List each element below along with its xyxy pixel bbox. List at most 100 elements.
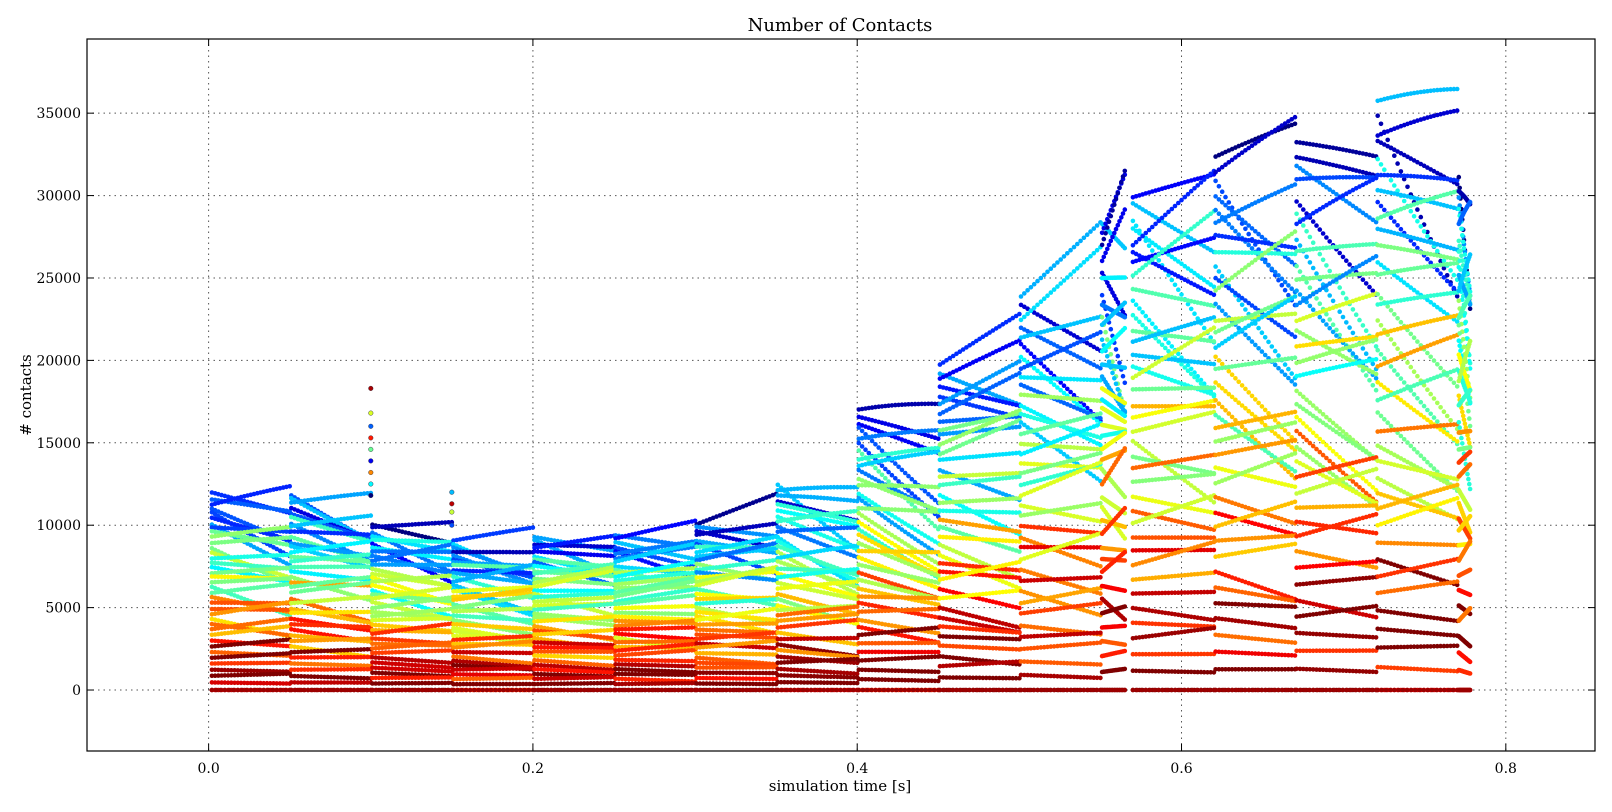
data-point [437,687,442,693]
data-point [501,687,506,693]
data-point [395,687,400,693]
data-point [364,687,369,693]
segment-5 [613,518,698,693]
data-point [476,687,481,693]
data-point [252,687,258,693]
data-point [209,687,215,693]
data-point [557,687,562,693]
data-point [278,687,284,693]
data-point [467,687,473,693]
data-point [347,687,353,693]
data-point [309,687,315,693]
data-point [565,687,571,693]
data-point [428,687,434,693]
data-point [526,687,531,693]
data-point [420,687,425,693]
data-point [382,687,388,693]
data-point [578,687,583,693]
data-point [213,687,219,693]
data-point [301,687,307,693]
data-point [569,687,575,693]
data-point [257,687,262,693]
data-point [463,687,469,693]
data-point [235,526,241,532]
data-point [403,687,409,693]
data-point [351,687,357,693]
data-point [574,687,579,693]
data-point [536,687,541,693]
data-point [386,687,392,693]
data-point [322,687,328,693]
data-point [590,687,596,693]
data-point [407,687,413,693]
data-point [603,687,608,693]
data-point [391,687,396,693]
data-point [343,687,349,693]
data-point [445,687,451,693]
data-point [505,687,511,693]
data-point [522,687,527,693]
data-point [326,687,332,693]
data-point [532,687,537,693]
data-point [226,687,232,693]
data-point [283,687,288,693]
data-point [330,687,336,693]
segment-4 [532,533,617,693]
data-point [287,484,293,489]
data-point [335,687,340,693]
data-point [540,687,546,693]
data-point [274,687,280,693]
data-point [314,687,319,693]
data-point [231,687,236,693]
data-point [451,687,456,693]
data-point [235,687,241,693]
data-point [599,687,604,693]
data-point [360,687,365,693]
data-point [289,687,294,693]
grid-lines [87,39,1595,751]
data-point [586,687,592,693]
data-point [513,687,519,693]
data-point [368,513,374,518]
data-point [222,687,228,693]
data-point [472,687,477,693]
data-point [225,526,231,531]
data-point [582,687,587,693]
data-point [595,687,600,693]
data-point [222,525,228,531]
data-point [493,687,498,693]
data-point [355,687,361,693]
data-point [455,687,460,693]
segment-0 [209,484,293,693]
data-point [549,687,554,693]
data-point [518,687,523,693]
data-point [318,687,323,693]
data-point [293,687,298,693]
data-point [339,687,344,693]
data-point [561,687,567,693]
data-point [484,687,490,693]
data-point [497,687,502,693]
data-point [607,687,613,693]
segment-2 [370,519,455,693]
data-point [544,687,550,693]
segment-3 [451,525,536,693]
data-point [218,687,223,693]
data-point [374,687,379,693]
data-point [284,529,289,534]
data-point [416,687,421,693]
data-point [238,526,244,532]
data-point [480,687,486,693]
data-point [265,687,271,693]
data-point [270,687,275,693]
data-point [399,687,405,693]
segment-1 [289,490,374,693]
data-point [248,687,254,693]
data-point [239,687,245,693]
data-point [424,687,430,693]
data-point [488,687,494,693]
data-point [305,687,311,693]
data-point [261,687,267,693]
